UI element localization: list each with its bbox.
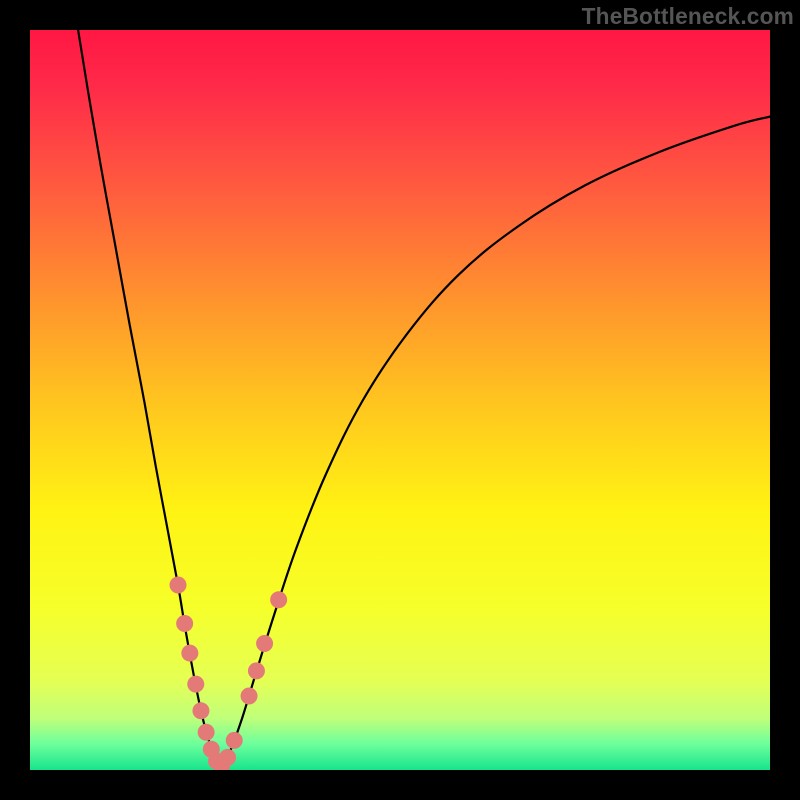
- marker-point: [187, 676, 204, 693]
- marker-point: [256, 635, 273, 652]
- marker-point: [181, 645, 198, 662]
- marker-point: [248, 662, 265, 679]
- chart-overlay: [30, 30, 770, 770]
- marker-point: [192, 702, 209, 719]
- marker-point: [241, 688, 258, 705]
- marker-point: [219, 749, 236, 766]
- marker-point: [226, 732, 243, 749]
- figure-root: { "figure": { "width_px": 800, "height_p…: [0, 0, 800, 800]
- marker-point: [198, 724, 215, 741]
- marker-point: [170, 577, 187, 594]
- plot-area: [30, 30, 770, 770]
- curve-left-branch: [78, 30, 220, 766]
- marker-point: [270, 591, 287, 608]
- watermark-text: TheBottleneck.com: [582, 3, 794, 30]
- curve-right-branch: [220, 117, 770, 767]
- marker-point: [176, 615, 193, 632]
